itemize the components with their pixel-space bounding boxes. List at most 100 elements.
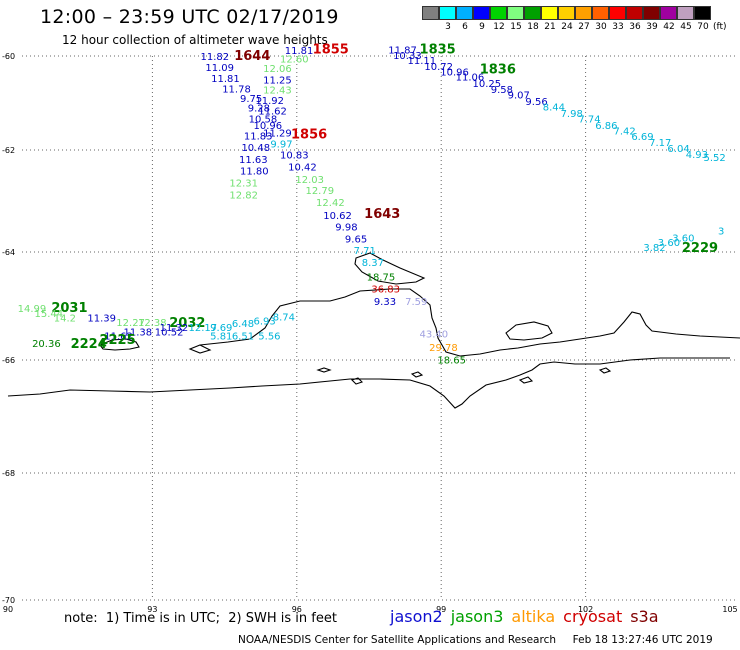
colorbar-label: 15: [510, 22, 522, 32]
colorbar-swatch: [439, 6, 456, 20]
pass-time-label: 1644: [234, 49, 270, 64]
wave-height-label: 10.62: [323, 211, 352, 222]
wave-height-label: 20.36: [32, 339, 61, 350]
wave-height-label: 4.93: [686, 150, 708, 161]
map-subtitle: 12 hour collection of altimeter wave hei…: [62, 33, 328, 47]
wave-height-label: 11.29: [263, 128, 292, 139]
wave-height-label: 11.62: [104, 331, 133, 342]
colorbar-swatch: [558, 6, 575, 20]
wave-height-label: 36.83: [371, 285, 400, 296]
colorbar-label: 18: [527, 22, 539, 32]
lon-tick-label: 90: [3, 605, 13, 614]
colorbar-swatch: [677, 6, 694, 20]
colorbar-swatch: [643, 6, 660, 20]
antarctic-coastline: [7, 252, 740, 409]
wave-height-label: 6.86: [595, 121, 617, 132]
colorbar-swatch: [490, 6, 507, 20]
wave-height-label: 10.96: [253, 121, 282, 132]
colorbar-swatch: [473, 6, 490, 20]
ice-shelf-west: [199, 288, 740, 357]
pass-time-label: 2031: [51, 301, 87, 316]
wave-height-label: 11.09: [205, 63, 234, 74]
lat-tick-label: -70: [2, 596, 15, 605]
colorbar-label: 36: [629, 22, 641, 32]
wave-height-label: 12.03: [295, 175, 324, 186]
wave-height-label: 5.52: [704, 153, 726, 164]
colorbar-label: 30: [595, 22, 607, 32]
wave-height-label: 11.83: [244, 132, 273, 143]
wave-height-label: 9.69: [210, 323, 232, 334]
colorbar-label: 70: [697, 22, 709, 32]
lon-tick-label: 99: [436, 605, 446, 614]
wave-height-label: 18.75: [367, 273, 396, 284]
wave-height-label: 10.58: [249, 115, 278, 126]
wave-height-label: 7.98: [561, 109, 583, 120]
wave-height-label: 3.60: [658, 238, 680, 249]
island-west: [99, 338, 140, 351]
island-east: [505, 321, 553, 341]
legend-altika: altika: [511, 607, 556, 626]
colorbar-label: 3: [445, 22, 451, 32]
wave-height-label: 10.25: [472, 79, 501, 90]
colorbar-swatch: [541, 6, 558, 20]
islet-3: [410, 371, 424, 378]
colorbar-label: 27: [578, 22, 590, 32]
colorbar-label: 39: [646, 22, 658, 32]
lat-tick-label: -68: [2, 469, 15, 478]
wave-height-label: 9.65: [345, 234, 367, 245]
wave-height-label: 5.56: [258, 331, 280, 342]
pass-time-label: 1836: [480, 62, 516, 77]
wave-height-label: 12.79: [305, 186, 334, 197]
colorbar-unit: (ft): [713, 22, 727, 32]
lon-tick-label: 102: [578, 605, 593, 614]
colorbar-swatch: [575, 6, 592, 20]
wave-height-label: 11.78: [222, 85, 251, 96]
pass-time-label: 1643: [364, 207, 400, 222]
satellite-legend: jason2 jason3 altika cryosat s3a: [390, 607, 667, 626]
wave-height-label: 11.63: [239, 155, 268, 166]
wave-height-label: 10.83: [280, 151, 309, 162]
wave-height-label: 14.99: [18, 304, 47, 315]
wave-height-label: 9.56: [525, 97, 547, 108]
pass-time-label: 1835: [420, 43, 456, 58]
pass-time-label: 2225: [99, 333, 135, 348]
wave-height-label: 11.32: [160, 323, 189, 334]
wave-height-label: 12.17: [189, 323, 218, 334]
wave-height-label: 9.33: [374, 297, 396, 308]
colorbar-swatch: [626, 6, 643, 20]
colorbar-label: 45: [680, 22, 692, 32]
colorbar-label: 6: [462, 22, 468, 32]
wave-height-label: 6.69: [631, 132, 653, 143]
map-title: 12:00 – 23:59 UTC 02/17/2019: [40, 6, 339, 28]
colorbar-swatch: [694, 6, 711, 20]
wave-height-label: 11.80: [240, 166, 269, 177]
colorbar-label: 21: [544, 22, 556, 32]
wave-height-label: 9.28: [248, 103, 270, 114]
graticule-grid: 90 93 96 99 102 105 -60 -62 -64 -66 -68 -70: [2, 52, 738, 614]
islet-2: [350, 377, 364, 385]
wave-height-label: 11.11: [408, 56, 437, 67]
wave-height-label: 3: [718, 227, 724, 238]
pass-time-label: 1856: [291, 127, 327, 142]
footer-note: note: 1) Time is in UTC; 2) SWH is in fe…: [64, 611, 337, 626]
colorbar-swatch: [507, 6, 524, 20]
wave-height-label: 12.82: [229, 190, 258, 201]
islet-4: [598, 367, 612, 374]
wave-height-label: 11.39: [87, 314, 116, 325]
wave-height-label: 8.74: [273, 313, 295, 324]
wave-height-label: 7.17: [649, 138, 671, 149]
pass-time-label: 2224: [71, 337, 107, 352]
wave-height-label: 18.65: [437, 355, 466, 366]
wave-height-label: 14.2: [54, 314, 76, 325]
colorbar-label: 33: [612, 22, 624, 32]
colorbar-swatch: [592, 6, 609, 20]
colorbar-swatch: [524, 6, 541, 20]
islet-5: [518, 376, 534, 384]
wave-height-label: 12.27: [116, 318, 145, 329]
legend-jason2: jason2: [390, 607, 443, 626]
wave-height-label: 8.44: [543, 103, 565, 114]
wave-height-label: 12.43: [263, 86, 292, 97]
wave-height-label: 9.97: [270, 140, 292, 151]
